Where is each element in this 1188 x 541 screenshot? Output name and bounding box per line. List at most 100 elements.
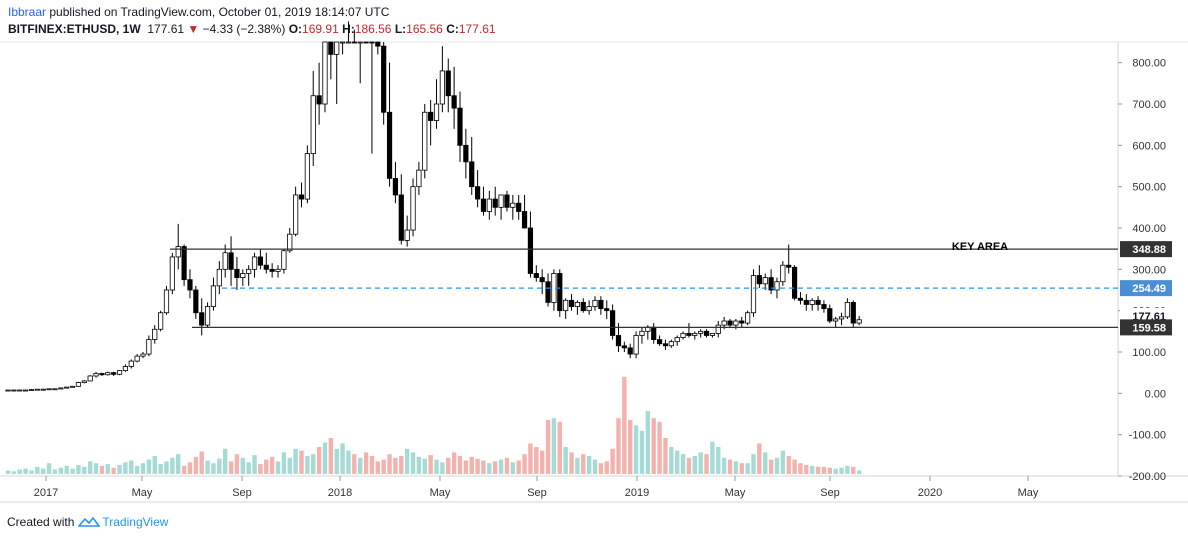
volume-bar: [52, 469, 58, 474]
candle-body: [521, 211, 528, 229]
candle-body: [791, 266, 798, 299]
volume-bar: [76, 465, 81, 474]
y-tick-label: 300.00: [1132, 264, 1166, 276]
volume-bar: [146, 459, 152, 474]
volume-bar: [739, 463, 744, 474]
volume-bar: [399, 456, 404, 474]
candle-body: [680, 332, 686, 338]
footer: Created with TradingView: [7, 515, 168, 529]
volume-bar: [322, 442, 328, 474]
candle-body: [527, 227, 534, 274]
candle-body: [568, 299, 575, 307]
volume-bar: [481, 460, 486, 474]
candle-body: [199, 312, 205, 326]
candle-body: [433, 103, 440, 121]
candle-body: [780, 264, 786, 283]
candle-body: [557, 273, 563, 312]
price-label-box: [1120, 241, 1172, 258]
y-tick-label: 400.00: [1132, 223, 1166, 235]
candle-body: [339, 41, 346, 44]
volume-bar: [645, 411, 651, 474]
price-label-box: [1120, 319, 1172, 336]
tradingview-logo-icon[interactable]: [78, 516, 101, 528]
down-triangle-icon: ▼: [187, 22, 200, 36]
y-tick-label: 800.00: [1132, 58, 1166, 70]
volume-bar: [440, 462, 445, 474]
volume-bar: [651, 418, 656, 474]
candle-body: [404, 229, 410, 241]
volume-bar: [340, 443, 345, 474]
volume-bar: [616, 418, 621, 474]
published-text: published on TradingView.com, October 01…: [49, 5, 390, 19]
candle-body: [756, 275, 762, 285]
candle-body: [375, 41, 381, 47]
volume-bars: [5, 376, 862, 474]
candle-body: [668, 341, 674, 347]
volume-bar: [534, 447, 539, 474]
close-label: C:: [446, 22, 459, 36]
candle-body: [838, 316, 845, 320]
candle-body: [158, 312, 164, 330]
candle-body: [615, 335, 622, 347]
candle-body: [222, 252, 228, 270]
volume-bar: [581, 454, 586, 474]
volume-bar: [575, 457, 580, 474]
volume-bar: [393, 457, 398, 474]
author-link[interactable]: Ibbraar: [8, 5, 47, 19]
volume-bar: [293, 448, 298, 474]
volume-bar: [604, 461, 609, 474]
candle-body: [856, 319, 862, 324]
candle-body: [592, 299, 598, 307]
volume-bar: [498, 459, 504, 474]
volume-bar: [639, 430, 645, 474]
candle-body: [510, 202, 516, 208]
candle-body: [210, 285, 217, 307]
candle-body: [727, 320, 733, 326]
volume-bar: [363, 452, 369, 474]
candle-body: [58, 387, 64, 390]
volume-bar: [669, 447, 674, 474]
candle-body: [457, 107, 463, 146]
candle-body: [105, 372, 111, 376]
candle-body: [516, 202, 522, 212]
candle-body: [204, 306, 211, 326]
volume-bar: [352, 454, 357, 474]
candle-body: [128, 360, 134, 367]
volume-bar: [404, 448, 410, 474]
candle-body: [786, 264, 792, 268]
candle-body: [410, 186, 416, 231]
candle-body: [28, 389, 35, 392]
candle-body: [750, 275, 757, 314]
y-tick-label: 100.00: [1132, 347, 1166, 359]
candle-body: [81, 380, 87, 383]
x-tick-label: Sep: [820, 487, 840, 499]
candle-body: [463, 144, 469, 163]
volume-bar: [704, 454, 709, 474]
tradingview-brand-link[interactable]: TradingView: [102, 515, 169, 529]
candle-body: [122, 366, 128, 372]
candle-body: [40, 388, 46, 391]
candle-body: [633, 335, 639, 355]
volume-bar: [316, 447, 322, 474]
candle-body: [815, 299, 821, 305]
volume-bar: [217, 458, 222, 474]
volume-bar: [815, 466, 821, 474]
volume-bar: [827, 467, 832, 474]
volume-bar: [674, 450, 680, 474]
volume-bar: [798, 463, 803, 474]
volume-bar: [774, 457, 780, 474]
candle-body: [257, 256, 264, 266]
volume-bar: [387, 454, 392, 474]
candle-body: [416, 169, 422, 188]
x-tick-label: May: [132, 487, 153, 499]
price-change: −4.33 (−2.38%): [202, 22, 286, 36]
candle-body: [216, 268, 222, 287]
candle-body: [5, 389, 11, 392]
candle-body: [240, 273, 246, 279]
volume-bar: [475, 458, 480, 474]
open-value: 169.91: [302, 22, 339, 36]
candle-body: [187, 279, 193, 291]
volume-bar: [334, 448, 339, 474]
candle-body: [152, 328, 158, 340]
